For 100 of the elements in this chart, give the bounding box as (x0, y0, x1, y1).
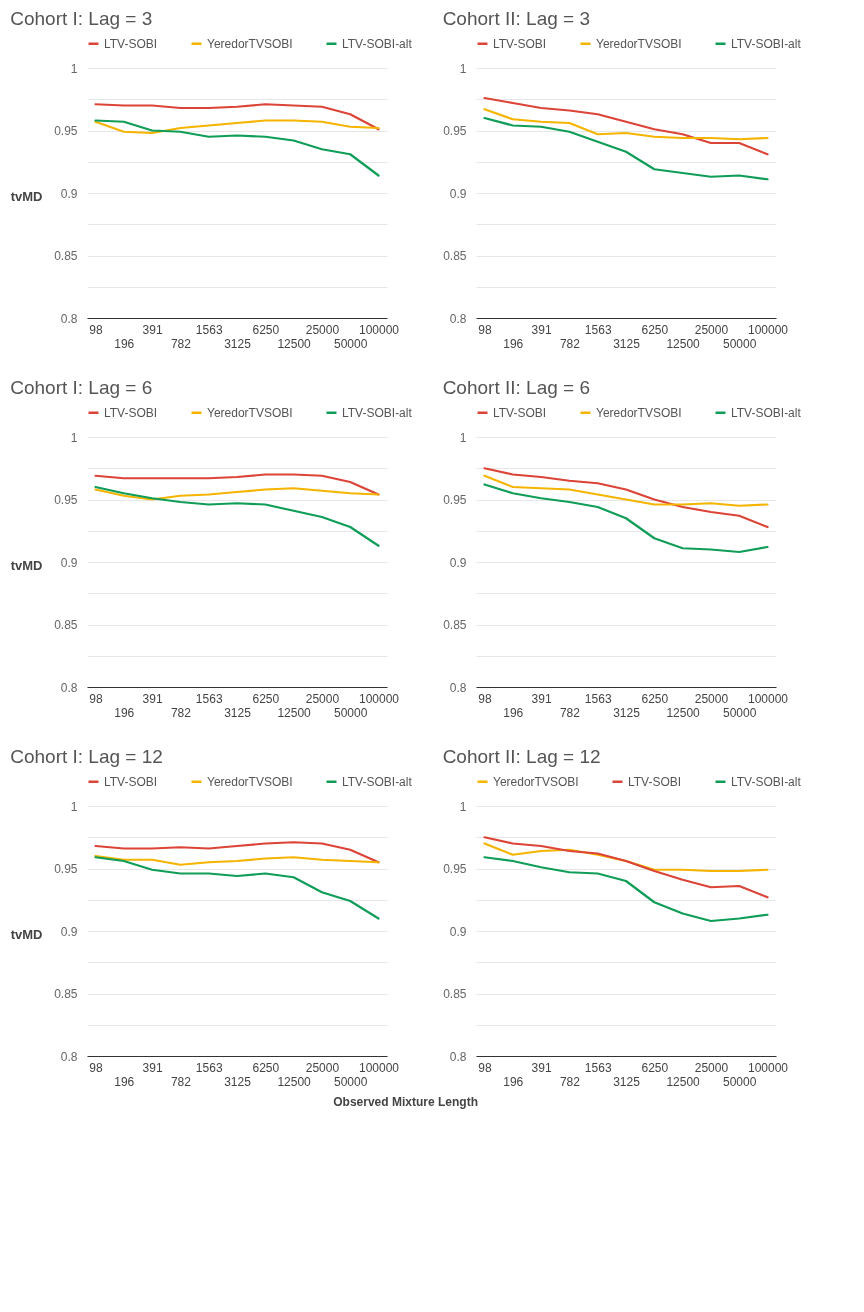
x-tick-label: 98 (478, 1060, 492, 1075)
x-tick-label: 25000 (694, 1060, 729, 1075)
x-tick-label: 782 (170, 705, 192, 720)
y-tick-label: 0.9 (449, 555, 467, 570)
line-series (94, 487, 380, 501)
x-tick-label: 391 (531, 691, 552, 706)
y-axis-title: tvMD (10, 188, 43, 204)
y-tick-label: 1 (70, 799, 78, 814)
x-tick-label: 12500 (666, 336, 701, 351)
y-tick-label: 0.95 (54, 862, 78, 876)
y-tick-label: 0.8 (449, 1049, 467, 1064)
x-tick-label: 3125 (224, 336, 252, 351)
y-tick-label: 0.85 (54, 249, 78, 263)
legend-label: LTV-SOBI-alt (342, 405, 413, 420)
line-series (483, 96, 769, 156)
x-tick-label: 3125 (224, 705, 252, 720)
x-tick-label: 3125 (224, 1074, 252, 1089)
x-tick-label: 6250 (641, 691, 669, 706)
chart-title: Cohort II: Lag = 6 (442, 377, 590, 398)
x-tick-label: 6250 (252, 322, 280, 337)
line-series (483, 474, 769, 507)
x-tick-label: 50000 (723, 1074, 757, 1089)
legend-label: LTV-SOBI (104, 405, 158, 420)
legend-label: YeredorTVSOBI (493, 774, 579, 789)
legend-label: LTV-SOBI (104, 774, 158, 789)
x-tick-label: 6250 (641, 322, 669, 337)
line-series (94, 841, 380, 864)
x-tick-label: 3125 (613, 705, 641, 720)
line-series (94, 854, 380, 866)
x-tick-label: 98 (478, 322, 492, 337)
x-tick-label: 196 (503, 705, 524, 720)
x-tick-label: 3125 (613, 336, 641, 351)
line-series (94, 473, 380, 496)
x-tick-label: 6250 (252, 691, 280, 706)
x-tick-label: 782 (559, 705, 581, 720)
x-tick-label: 391 (531, 322, 552, 337)
x-tick-label: 6250 (641, 1060, 669, 1075)
line-series (483, 108, 769, 141)
line-series (94, 485, 380, 547)
line-series (94, 119, 380, 177)
y-tick-label: 0.95 (54, 124, 78, 138)
x-tick-label: 196 (114, 705, 135, 720)
legend-label: YeredorTVSOBI (207, 774, 293, 789)
x-tick-label: 12500 (277, 705, 312, 720)
x-tick-label: 50000 (334, 705, 368, 720)
legend-label: LTV-SOBI-alt (731, 405, 802, 420)
x-tick-label: 100000 (358, 691, 400, 706)
x-tick-label: 1563 (195, 691, 223, 706)
line-series (94, 856, 380, 920)
y-tick-label: 0.8 (60, 311, 78, 326)
legend-label: LTV-SOBI-alt (731, 36, 802, 51)
y-tick-label: 1 (459, 61, 467, 76)
x-tick-label: 98 (89, 1060, 103, 1075)
legend-label: LTV-SOBI (104, 36, 158, 51)
x-tick-label: 50000 (334, 1074, 368, 1089)
y-tick-label: 0.85 (54, 618, 78, 632)
x-tick-label: 25000 (694, 691, 729, 706)
x-tick-label: 782 (170, 1074, 192, 1089)
chart-title: Cohort I: Lag = 12 (10, 746, 163, 767)
x-tick-label: 782 (559, 336, 581, 351)
x-tick-label: 782 (559, 1074, 581, 1089)
y-tick-label: 0.9 (449, 186, 467, 201)
x-tick-label: 50000 (723, 705, 757, 720)
line-series (483, 842, 769, 873)
x-tick-label: 50000 (334, 336, 368, 351)
legend-label: LTV-SOBI (628, 774, 682, 789)
x-tick-label: 25000 (694, 322, 729, 337)
y-tick-label: 0.85 (443, 987, 467, 1001)
x-tick-label: 1563 (195, 322, 223, 337)
legend-label: LTV-SOBI-alt (342, 774, 413, 789)
y-tick-label: 0.95 (443, 493, 467, 507)
chart-title: Cohort I: Lag = 6 (10, 377, 153, 398)
x-tick-label: 1563 (195, 1060, 223, 1075)
x-tick-label: 391 (142, 322, 163, 337)
legend-label: LTV-SOBI (493, 405, 547, 420)
x-tick-label: 100000 (747, 1060, 789, 1075)
x-tick-label: 196 (503, 1074, 524, 1089)
x-tick-label: 391 (142, 1060, 163, 1075)
x-tick-label: 782 (170, 336, 192, 351)
legend-label: YeredorTVSOBI (596, 405, 682, 420)
y-tick-label: 0.9 (449, 924, 467, 939)
x-tick-label: 100000 (358, 1060, 400, 1075)
legend-label: YeredorTVSOBI (596, 36, 682, 51)
legend-label: LTV-SOBI-alt (342, 36, 413, 51)
chart-title: Cohort I: Lag = 3 (10, 8, 153, 29)
x-tick-label: 25000 (305, 691, 340, 706)
x-tick-label: 98 (89, 691, 103, 706)
y-tick-label: 1 (70, 430, 78, 445)
legend-label: YeredorTVSOBI (207, 405, 293, 420)
x-tick-label: 100000 (747, 322, 789, 337)
x-tick-label: 3125 (613, 1074, 641, 1089)
line-series (483, 116, 769, 181)
line-series (483, 467, 769, 529)
x-tick-label: 12500 (666, 1074, 701, 1089)
x-tick-label: 196 (114, 1074, 135, 1089)
y-tick-label: 0.8 (60, 680, 78, 695)
y-tick-label: 0.8 (449, 680, 467, 695)
x-tick-label: 391 (531, 1060, 552, 1075)
x-tick-label: 50000 (723, 336, 757, 351)
y-tick-label: 0.9 (60, 186, 78, 201)
